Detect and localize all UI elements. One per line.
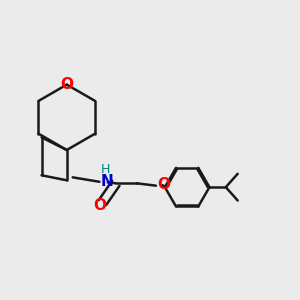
Text: N: N [101,174,114,189]
Text: O: O [60,77,73,92]
Text: O: O [93,198,106,213]
Text: H: H [101,164,110,176]
Text: O: O [158,177,170,192]
